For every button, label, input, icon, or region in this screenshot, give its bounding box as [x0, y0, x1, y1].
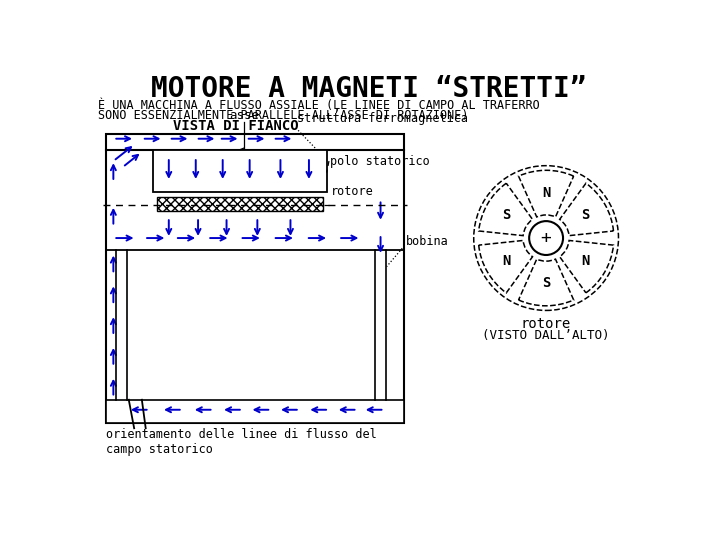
Text: struttura ferromagnetica: struttura ferromagnetica — [297, 112, 469, 125]
Text: orientamento delle linee di flusso del
campo statorico: orientamento delle linee di flusso del c… — [106, 428, 377, 456]
Circle shape — [529, 221, 563, 255]
Text: (VISTO DALL’ALTO): (VISTO DALL’ALTO) — [482, 329, 610, 342]
Text: rotore: rotore — [330, 185, 373, 198]
Text: +: + — [541, 229, 552, 247]
Bar — [106, 400, 405, 423]
Wedge shape — [518, 170, 574, 217]
Text: S: S — [503, 208, 511, 222]
Wedge shape — [518, 259, 574, 306]
Wedge shape — [479, 183, 533, 235]
Text: polo statorico: polo statorico — [330, 154, 431, 167]
Text: VISTA DI FIANCO: VISTA DI FIANCO — [173, 119, 298, 133]
Text: asse: asse — [229, 109, 259, 122]
Text: È UNA MACCHINA A FLUSSO ASSIALE (LE LINEE DI CAMPO AL TRAFERRO: È UNA MACCHINA A FLUSSO ASSIALE (LE LINE… — [98, 99, 540, 112]
Bar — [106, 134, 405, 423]
Text: N: N — [581, 254, 590, 268]
Text: N: N — [503, 254, 511, 268]
Text: S: S — [542, 276, 550, 291]
Text: N: N — [542, 186, 550, 200]
Wedge shape — [479, 240, 533, 293]
Text: MOTORE A MAGNETI “STRETTI”: MOTORE A MAGNETI “STRETTI” — [151, 75, 587, 103]
Bar — [157, 197, 323, 211]
Bar — [153, 150, 327, 192]
Text: SONO ESSENZIALMENTE PARALLELE ALL’ASSE DI ROTAZIONE): SONO ESSENZIALMENTE PARALLELE ALL’ASSE D… — [98, 109, 469, 122]
Text: rotore: rotore — [521, 318, 571, 332]
Wedge shape — [559, 183, 613, 235]
Wedge shape — [559, 240, 613, 293]
Text: bobina: bobina — [406, 235, 449, 248]
Text: S: S — [581, 208, 590, 222]
